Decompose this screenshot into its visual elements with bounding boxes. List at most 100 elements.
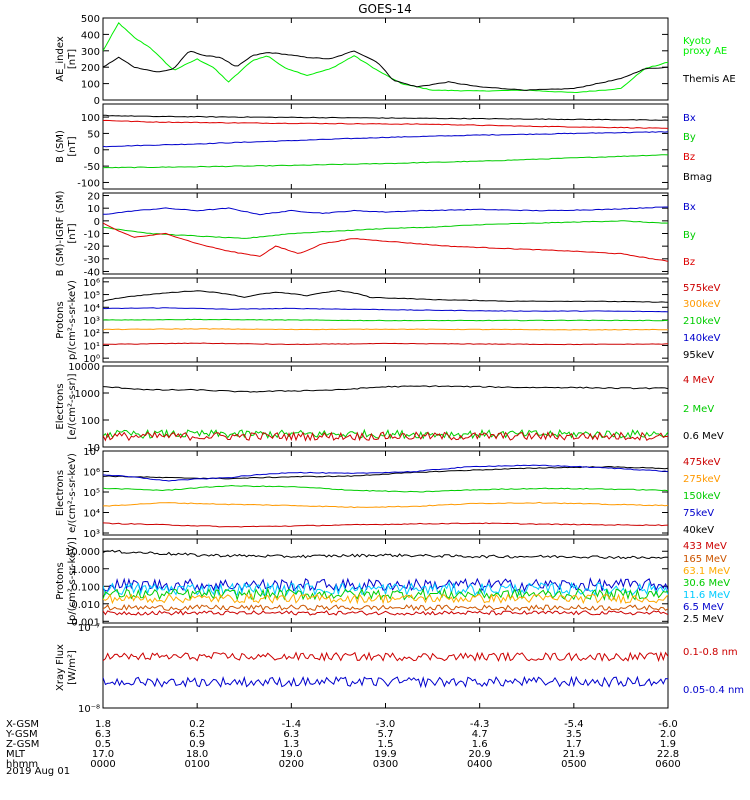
- y-tick-label: 10⁻⁷: [78, 623, 100, 634]
- legend-entry: Bx: [683, 113, 696, 124]
- y-tick-label: 10⁴: [83, 303, 100, 314]
- x-tick-label: 0.2: [189, 719, 205, 730]
- x-tick-label: 0400: [467, 759, 492, 770]
- x-tick-label: 0000: [90, 759, 115, 770]
- y-axis-label: [W/m²]: [67, 650, 78, 685]
- panel-8: 10⁻⁸ 10⁻⁷ Xray Flux [W/m²] 0.1-0.8 nm 0.05-0.…: [55, 623, 744, 715]
- y-tick-label: -10: [84, 230, 100, 241]
- x-tick-label: 0500: [561, 759, 586, 770]
- y-tick-label: 1.000: [71, 565, 100, 576]
- x-tick-label: 3.5: [566, 729, 582, 740]
- panel-frame: [102, 538, 669, 624]
- series-line-165-mev: [103, 577, 668, 593]
- legend-entry: 63.1 MeV: [683, 566, 730, 577]
- y-tick-label: 20: [87, 192, 100, 203]
- series-group: [103, 114, 668, 169]
- legend-entry: 300keV: [683, 299, 721, 310]
- series-line-bmag: [103, 114, 668, 121]
- x-tick-label: 6.3: [283, 729, 299, 740]
- y-tick-label: 10⁶: [83, 278, 100, 289]
- y-axis-label: B (SM): [55, 130, 66, 163]
- legend-entry: 40keV: [683, 525, 714, 536]
- y-axis-label: Xray Flux: [55, 644, 66, 691]
- y-axis-label: Electrons: [55, 470, 66, 516]
- x-tick-label: 2.0: [660, 729, 676, 740]
- series-group: [103, 464, 668, 528]
- x-tick-label: 17.0: [92, 749, 114, 760]
- x-axis-table: X-GSM 1.8 0.2 -1.4 -3.0 -4.3 -5.4 -6.0 Y-GSM 6.3 6…: [5, 719, 681, 770]
- x-axis-row-label: MLT: [6, 749, 26, 760]
- panel-7: 0.001 0.010 0.100 1.000 10.000 Protons [p/(cm²…: [55, 537, 730, 628]
- series-group: [103, 385, 668, 442]
- legend-entry: Kyoto: [683, 36, 711, 47]
- series-line-300kev: [103, 307, 668, 313]
- y-axis-label: B (SM)-IGRF (SM): [55, 191, 66, 277]
- series-line-575kev: [103, 289, 668, 303]
- x-axis-row-label: X-GSM: [6, 719, 39, 730]
- y-tick-label: 10⁷: [83, 447, 100, 458]
- series-line-275kev: [103, 464, 668, 482]
- legend-entry: 0.1-0.8 nm: [683, 647, 738, 658]
- x-tick-label: 0100: [184, 759, 209, 770]
- y-axis-label: Protons: [55, 301, 66, 338]
- x-tick-label: 22.8: [657, 749, 679, 760]
- x-tick-label: 1.5: [378, 739, 394, 750]
- panel-6: 10³ 10⁴ 10⁵ 10⁶ 10⁷ Electrons e/(cm²-s-sr-keV)…: [55, 447, 721, 540]
- y-tick-label: 0.100: [71, 582, 100, 593]
- y-tick-label: -50: [84, 162, 100, 173]
- x-tick-label: -3.0: [376, 719, 396, 730]
- legend-entry: 30.6 MeV: [683, 578, 730, 589]
- x-tick-label: -4.3: [470, 719, 490, 730]
- series-line-0-1-0-8-nm: [103, 651, 668, 663]
- legend-entry: Bz: [683, 152, 695, 163]
- y-tick-label: 10¹: [83, 341, 100, 352]
- legend-entry: 433 MeV: [683, 541, 727, 552]
- x-tick-label: 1.6: [472, 739, 488, 750]
- panel-frame: [102, 450, 669, 536]
- legend-entry: 6.5 MeV: [683, 602, 724, 613]
- y-tick-label: 100: [81, 80, 100, 91]
- y-tick-label: 10: [87, 204, 100, 215]
- x-tick-label: 18.0: [186, 749, 208, 760]
- panel-2: -100 -50 0 50 100 B (SM) [nT] Bx By Bz Bmag: [55, 103, 712, 190]
- series-line-433-mev: [103, 549, 668, 560]
- series-line-themis-ae: [103, 50, 668, 91]
- series-line-11-6-mev: [103, 593, 668, 605]
- x-tick-label: 0.9: [189, 739, 205, 750]
- x-tick-label: 0.5: [95, 739, 111, 750]
- y-tick-label: 10000: [68, 362, 100, 373]
- legend-entry: 95keV: [683, 350, 714, 361]
- y-tick-label: -100: [77, 178, 100, 189]
- y-tick-label: 10⁵: [83, 291, 100, 302]
- legend-entry: Bz: [683, 257, 695, 268]
- x-tick-label: 19.0: [280, 749, 302, 760]
- y-tick-label: 10.000: [65, 547, 100, 558]
- x-tick-label: 19.9: [374, 749, 396, 760]
- x-axis-row-label: Y-GSM: [5, 729, 38, 740]
- legend-entry: 275keV: [683, 474, 721, 485]
- y-tick-label: 0: [94, 217, 100, 228]
- y-tick-label: 400: [81, 30, 100, 41]
- series-line-2-5-mev: [103, 610, 668, 616]
- x-tick-label: -5.4: [564, 719, 584, 730]
- x-tick-label: 6.5: [189, 729, 205, 740]
- x-tick-label: 6.3: [95, 729, 111, 740]
- y-tick-label: 0: [94, 96, 100, 107]
- x-tick-label: 21.9: [563, 749, 585, 760]
- series-line-140kev: [103, 328, 668, 331]
- series-line-75kev: [103, 501, 668, 509]
- y-tick-label: -20: [84, 242, 100, 253]
- x-axis-row-label: Z-GSM: [6, 739, 39, 750]
- y-tick-label: 500: [81, 14, 100, 25]
- series-line-by: [103, 154, 668, 169]
- y-axis-label: [e/(cm²-s-sr)]: [67, 373, 78, 439]
- legend-entry: 2.5 MeV: [683, 614, 724, 625]
- panel-frame: [102, 626, 669, 709]
- legend-entry: proxy AE: [683, 46, 727, 57]
- series-line-0-6-mev: [103, 385, 668, 393]
